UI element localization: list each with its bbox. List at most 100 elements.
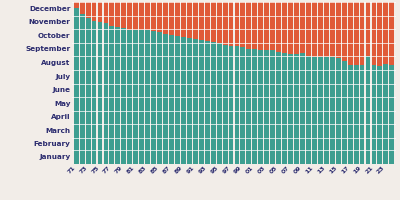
Bar — [348, 2, 352, 65]
Bar — [175, 36, 180, 164]
Bar — [258, 2, 263, 50]
Bar — [378, 66, 382, 164]
Bar — [288, 2, 293, 54]
Bar — [74, 8, 79, 164]
Bar — [193, 2, 198, 39]
Bar — [169, 35, 174, 164]
Bar — [354, 65, 358, 164]
Bar — [181, 37, 186, 164]
Bar — [175, 2, 180, 36]
Bar — [306, 2, 311, 56]
Bar — [389, 65, 394, 164]
Bar — [199, 2, 204, 40]
Bar — [330, 2, 335, 57]
Bar — [276, 2, 281, 52]
Bar — [246, 2, 251, 49]
Bar — [133, 30, 138, 164]
Bar — [258, 50, 263, 164]
Bar — [366, 56, 370, 164]
Bar — [199, 40, 204, 164]
Bar — [163, 34, 168, 164]
Bar — [104, 2, 108, 23]
Bar — [389, 2, 394, 65]
Bar — [86, 2, 90, 18]
Bar — [246, 49, 251, 164]
Bar — [211, 2, 216, 42]
Bar — [240, 47, 245, 164]
Bar — [252, 49, 257, 164]
Bar — [372, 2, 376, 65]
Bar — [336, 58, 341, 164]
Bar — [306, 56, 311, 164]
Bar — [187, 38, 192, 164]
Bar — [92, 2, 96, 21]
Bar — [384, 64, 388, 164]
Bar — [157, 32, 162, 164]
Bar — [282, 53, 287, 164]
Bar — [181, 2, 186, 37]
Bar — [116, 27, 120, 164]
Bar — [270, 2, 275, 50]
Bar — [133, 2, 138, 30]
Bar — [127, 30, 132, 164]
Bar — [211, 42, 216, 164]
Bar — [318, 2, 323, 57]
Bar — [139, 2, 144, 30]
Bar — [145, 2, 150, 30]
Bar — [98, 2, 102, 22]
Bar — [378, 2, 382, 66]
Bar — [187, 2, 192, 38]
Bar — [80, 14, 84, 164]
Bar — [288, 54, 293, 164]
Bar — [80, 2, 84, 14]
Bar — [330, 57, 335, 164]
Bar — [240, 2, 245, 47]
Bar — [234, 46, 240, 164]
Bar — [264, 2, 269, 50]
Bar — [116, 2, 120, 27]
Bar — [228, 46, 234, 164]
Bar — [384, 2, 388, 64]
Bar — [139, 30, 144, 164]
Bar — [282, 2, 287, 53]
Bar — [121, 28, 126, 164]
Bar — [252, 2, 257, 49]
Bar — [324, 2, 329, 57]
Bar — [354, 2, 358, 65]
Bar — [372, 65, 376, 164]
Bar — [163, 2, 168, 34]
Bar — [264, 50, 269, 164]
Bar — [127, 2, 132, 30]
Bar — [276, 52, 281, 164]
Bar — [312, 2, 317, 57]
Bar — [205, 41, 210, 164]
Bar — [300, 53, 305, 164]
Bar — [74, 2, 79, 8]
Bar — [151, 2, 156, 31]
Bar — [157, 2, 162, 32]
Bar — [86, 18, 90, 164]
Bar — [270, 50, 275, 164]
Bar — [169, 2, 174, 35]
Bar — [217, 43, 222, 164]
Bar — [92, 21, 96, 164]
Bar — [223, 45, 228, 164]
Bar — [324, 57, 329, 164]
Bar — [360, 2, 364, 65]
Bar — [110, 2, 114, 26]
Bar — [300, 2, 305, 53]
Bar — [234, 2, 240, 46]
Bar — [151, 31, 156, 164]
Bar — [342, 61, 347, 164]
Bar — [121, 2, 126, 28]
Bar — [348, 65, 352, 164]
Bar — [342, 2, 347, 61]
Bar — [98, 22, 102, 164]
Bar — [193, 39, 198, 164]
Bar — [228, 2, 234, 46]
Bar — [217, 2, 222, 43]
Bar — [104, 23, 108, 164]
Bar — [360, 65, 364, 164]
Bar — [205, 2, 210, 41]
Bar — [318, 57, 323, 164]
